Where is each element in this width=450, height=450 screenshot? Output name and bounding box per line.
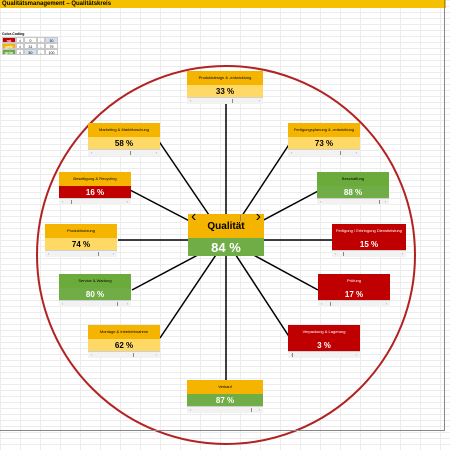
legend-operator: =: [16, 43, 24, 49]
scroll-control[interactable]: ‹›: [187, 406, 263, 413]
legend-label: grün: [2, 49, 16, 55]
area-name: Produktdesign & -entwicklung: [187, 71, 263, 85]
area-name: Montage & Inbetriebnahme: [88, 325, 160, 339]
area-card: Verpackung & Lagerung 3 % ‹›: [288, 325, 360, 358]
area-name: Produktnutzung: [45, 224, 117, 238]
area-card: Montage & Inbetriebnahme 62 % ‹ ›: [88, 325, 160, 358]
legend-to: 100: [45, 49, 58, 55]
area-card: Beseitigung & Recycling 16 % ‹ ›: [59, 172, 131, 205]
scroll-control[interactable]: ‹›: [318, 300, 390, 307]
area-value: 58 %: [88, 137, 160, 149]
spoke-line: [159, 239, 227, 339]
scroll-control[interactable]: ‹›: [45, 250, 117, 257]
area-card: Beschaffung 88 % ‹ ›: [317, 172, 389, 205]
legend-operator: =: [16, 49, 24, 55]
legend-operator: =: [16, 37, 24, 43]
area-value: 33 %: [187, 85, 263, 97]
scroll-control[interactable]: ‹›: [317, 198, 389, 205]
legend-operator: -: [37, 49, 45, 55]
color-coding-legend: Color-Coding rot = 0 - 30 gelb = 31 - 79…: [2, 31, 58, 55]
center-quality-card: Qualität 84 % ‹ ›: [188, 208, 264, 264]
scroll-control[interactable]: ‹›: [88, 351, 160, 358]
area-value: 73 %: [288, 137, 360, 149]
legend-to: 79: [45, 43, 58, 49]
legend-to[interactable]: 30: [45, 37, 58, 43]
area-value: 3 %: [288, 339, 360, 351]
area-value: 62 %: [88, 339, 160, 351]
area-value: 15 %: [332, 238, 406, 250]
area-name: Fertigung / Erbringung Dienstleistung: [332, 224, 406, 238]
legend-row-green: grün = 80 - 100: [2, 49, 58, 55]
area-card: Produktdesign & -entwicklung 33 % ‹ ›: [187, 71, 263, 104]
legend-operator: -: [37, 37, 45, 43]
scroll-control[interactable]: ‹›: [288, 351, 360, 358]
area-card: Fertigungsplanung & -entwicklung 73 % ‹ ›: [288, 123, 360, 156]
legend-row-red: rot = 0 - 30: [2, 37, 58, 43]
page-title: Qualitätsmanagement – Qualitätskreis: [0, 0, 446, 8]
legend-from[interactable]: 80: [24, 49, 37, 55]
center-value: 84 %: [188, 238, 264, 256]
scroll-control[interactable]: ‹›: [88, 149, 160, 156]
scroll-control[interactable]: ‹›: [187, 97, 263, 104]
area-name: Beseitigung & Recycling: [59, 172, 131, 186]
area-card: Prüfung 17 % ‹ ›: [318, 274, 390, 307]
spoke-line: [225, 239, 291, 339]
quality-circle-ring: [36, 65, 416, 445]
area-name: Prüfung: [318, 274, 390, 288]
scroll-control[interactable]: ‹›: [59, 300, 131, 307]
area-name: Beschaffung: [317, 172, 389, 186]
area-name: Service & Wartung: [59, 274, 131, 288]
area-card: Verkauf 87 % ‹ ›: [187, 380, 263, 413]
legend-title: Color-Coding: [2, 32, 25, 36]
area-name: Fertigungsplanung & -entwicklung: [288, 123, 360, 137]
legend-label: gelb: [2, 43, 16, 49]
area-card: Fertigung / Erbringung Dienstleistung 15…: [332, 224, 406, 257]
legend-operator: -: [37, 43, 45, 49]
scroll-control[interactable]: ‹›: [332, 250, 406, 257]
area-value: 80 %: [59, 288, 131, 300]
legend-label: rot: [2, 37, 16, 43]
center-title: Qualität: [188, 214, 264, 238]
area-value: 88 %: [317, 186, 389, 198]
scroll-control[interactable]: ‹›: [288, 149, 360, 156]
page-border-right: [444, 0, 445, 431]
area-card: Produktnutzung 74 % ‹ ›: [45, 224, 117, 257]
area-card: Service & Wartung 80 % ‹ ›: [59, 274, 131, 307]
area-name: Verpackung & Lagerung: [288, 325, 360, 339]
scroll-control[interactable]: ‹›: [191, 208, 261, 225]
area-name: Marketing & Marktforschung: [88, 123, 160, 137]
scroll-control[interactable]: ‹›: [59, 198, 131, 205]
area-card: Marketing & Marktforschung 58 % ‹ ›: [88, 123, 160, 156]
legend-from: 0: [24, 37, 37, 43]
area-value: 87 %: [187, 394, 263, 406]
area-value: 17 %: [318, 288, 390, 300]
area-name: Verkauf: [187, 380, 263, 394]
legend-from: 31: [24, 43, 37, 49]
page-border-bottom: [0, 430, 444, 431]
area-value: 74 %: [45, 238, 117, 250]
area-value: 16 %: [59, 186, 131, 198]
legend-row-yellow: gelb = 31 - 79: [2, 43, 58, 49]
